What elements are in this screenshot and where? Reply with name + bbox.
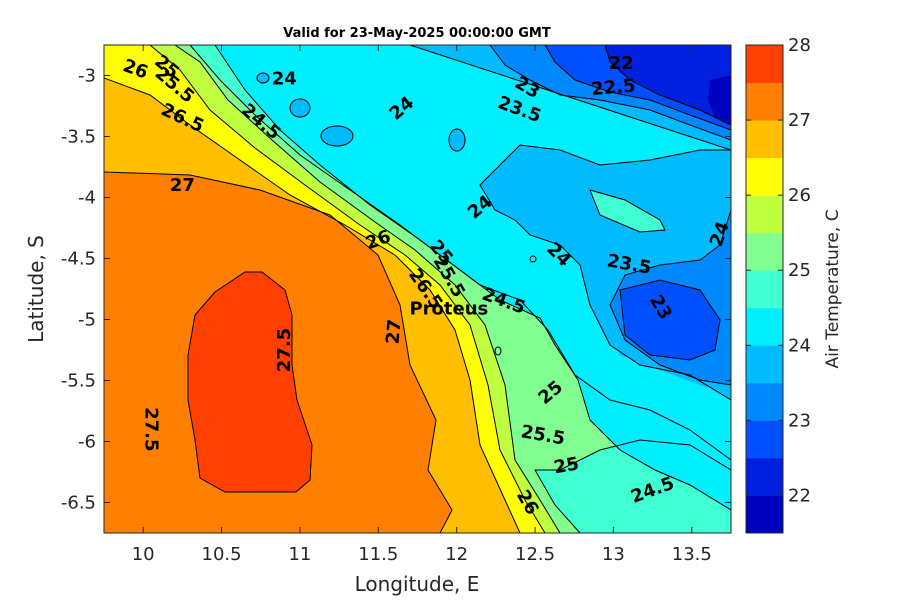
chart-title: Valid for 23-May-2025 00:00:00 GMT — [283, 26, 551, 41]
x-tick-label: 12 — [445, 544, 468, 565]
y-tick-label: -5.5 — [61, 371, 96, 392]
contour-island — [449, 129, 465, 151]
colorbar-swatch — [746, 82, 783, 121]
colorbar-tick-label: 24 — [788, 335, 811, 356]
colorbar-swatch — [746, 420, 783, 459]
x-tick-label: 12.5 — [515, 544, 555, 565]
x-axis-title: Longitude, E — [355, 572, 480, 596]
contour-island — [590, 190, 665, 232]
y-tick-label: -4.5 — [61, 249, 96, 270]
colorbar-swatch — [746, 457, 783, 496]
x-tick-label: 10 — [132, 544, 155, 565]
colorbar: 22 23 24 25 26 27 28 — [745, 35, 811, 534]
contour-label: 22 — [609, 53, 634, 74]
contour-island — [257, 73, 269, 83]
colorbar-swatch — [746, 120, 783, 159]
colorbar-tick-label: 28 — [788, 35, 811, 56]
colorbar-tick-label: 23 — [788, 410, 811, 431]
plot-frame — [103, 44, 732, 534]
contour-island — [290, 99, 310, 117]
colorbar-swatch — [746, 382, 783, 421]
contour-lines — [104, 45, 731, 533]
y-tick-label: -3 — [78, 66, 96, 87]
contour-label: 22.5 — [590, 75, 636, 100]
y-tick-label: -4 — [78, 188, 96, 209]
y-tick-label: -6 — [78, 432, 96, 453]
site-label: Proteus — [409, 298, 488, 319]
contour-label: 27.5 — [274, 328, 295, 372]
x-tick-label: 13 — [602, 544, 625, 565]
contour-label: 27 — [170, 175, 195, 196]
y-axis: -3 -3.5 -4 -4.5 -5 -5.5 -6 -6.5 — [61, 66, 731, 514]
contour-label: 27 — [382, 318, 405, 345]
colorbar-frame — [745, 44, 784, 534]
colorbar-swatch — [746, 45, 783, 84]
colorbar-tick-label: 27 — [788, 110, 811, 131]
contour-band-27 — [188, 272, 312, 492]
contour-label: 25 — [552, 453, 580, 478]
x-tick-label: 11.5 — [358, 544, 398, 565]
x-axis: 10 10.5 11 11.5 12 12.5 13 13.5 — [132, 45, 712, 565]
colorbar-tick-label: 26 — [788, 185, 811, 206]
colorbar-tick-label: 22 — [788, 485, 811, 506]
y-tick-label: -6.5 — [61, 493, 96, 514]
colorbar-tick-label: 25 — [788, 260, 811, 281]
y-tick-label: -5 — [78, 310, 96, 331]
x-tick-label: 10.5 — [202, 544, 242, 565]
colorbar-swatch — [746, 345, 783, 384]
y-axis-title: Latitude, S — [24, 235, 48, 343]
colorbar-swatch — [746, 232, 783, 271]
contour-band-22 — [605, 45, 731, 125]
contour-island — [321, 126, 353, 146]
y-tick-label: -3.5 — [61, 127, 96, 148]
x-tick-label: 13.5 — [672, 544, 712, 565]
annotations: Proteus — [409, 298, 488, 319]
contour-label: 24 — [272, 69, 297, 90]
colorbar-swatch — [746, 307, 783, 346]
colorbar-swatch — [746, 157, 783, 196]
colorbar-swatch — [746, 495, 783, 534]
contour-band-21.5 — [708, 75, 731, 125]
contour-label: 27.5 — [141, 407, 162, 451]
colorbar-swatch — [746, 195, 783, 234]
colorbar-swatch — [746, 270, 783, 309]
x-tick-label: 11 — [288, 544, 311, 565]
colorbar-title: Air Temperature, C — [823, 209, 843, 368]
